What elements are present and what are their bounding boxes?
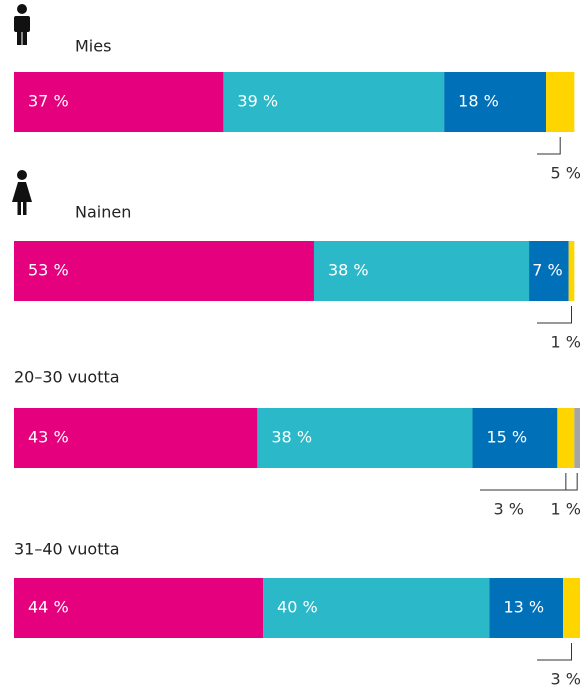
value-label: 43 % [28, 428, 69, 447]
woman-icon [12, 170, 32, 215]
value-label: 15 % [486, 428, 527, 447]
value-label: 13 % [503, 598, 544, 617]
value-label: 37 % [28, 92, 69, 111]
group-label: Mies [75, 37, 111, 56]
bar-segment [14, 72, 224, 132]
value-label: 40 % [277, 598, 318, 617]
group-label: Nainen [75, 203, 131, 222]
leader-line [537, 137, 561, 155]
value-label: 38 % [328, 261, 369, 280]
value-label: 3 % [494, 500, 524, 519]
bar-segment [263, 578, 490, 638]
value-label: 53 % [28, 261, 69, 280]
bar-segment [313, 241, 530, 301]
bar-segment [14, 241, 314, 301]
leader-line [537, 643, 573, 661]
bar-segment [472, 408, 558, 468]
bar-segment [529, 241, 569, 301]
group-label: 20–30 vuotta [14, 368, 120, 387]
leader-line [537, 306, 573, 324]
bar-segment [574, 408, 580, 468]
value-label: 3 % [551, 670, 581, 689]
bar-segment [14, 578, 264, 638]
value-label: 38 % [271, 428, 312, 447]
bar-segment [223, 72, 445, 132]
man-icon [14, 4, 30, 45]
bar-segment [546, 72, 575, 132]
bar-segment [14, 408, 258, 468]
leader-line [537, 473, 578, 491]
value-label: 1 % [551, 500, 581, 519]
leader-line [480, 473, 567, 491]
bar-segment [563, 578, 580, 638]
value-label: 39 % [237, 92, 278, 111]
value-label: 5 % [551, 164, 581, 183]
bar-segment [568, 241, 575, 301]
bar-segment [489, 578, 564, 638]
value-label: 18 % [458, 92, 499, 111]
value-label: 7 % [532, 261, 562, 280]
bar-segment [557, 408, 575, 468]
value-label: 44 % [28, 598, 69, 617]
value-label: 1 % [551, 333, 581, 352]
bar-segment [257, 408, 473, 468]
bar-segment [444, 72, 547, 132]
group-label: 31–40 vuotta [14, 540, 120, 559]
